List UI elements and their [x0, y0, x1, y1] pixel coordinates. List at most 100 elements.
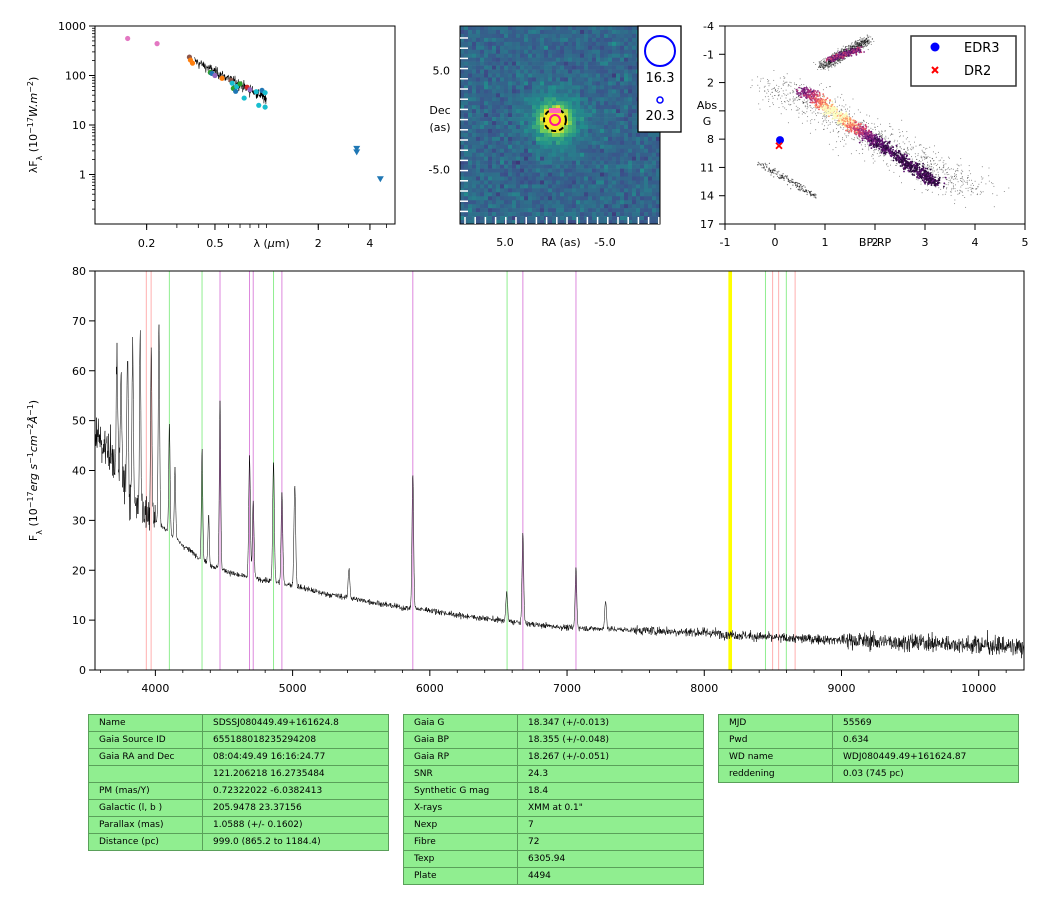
image-pixel — [468, 81, 473, 86]
image-pixel — [560, 132, 565, 138]
hrd-density-dot — [796, 184, 799, 186]
image-pixel — [520, 77, 525, 82]
image-pixel — [552, 81, 557, 86]
image-pixel — [572, 196, 577, 201]
image-pixel — [528, 97, 533, 102]
hrd-density-dot — [847, 46, 849, 48]
image-pixel — [520, 180, 525, 185]
image-pixel — [540, 105, 545, 110]
image-pixel — [536, 136, 541, 142]
image-pixel — [548, 89, 553, 94]
hrd-density-dot — [859, 111, 861, 113]
image-pixel — [632, 156, 637, 161]
image-pixel — [632, 144, 637, 150]
image-pixel — [552, 180, 557, 185]
image-pixel — [484, 192, 489, 197]
hrd-density-dot — [786, 81, 788, 83]
hrd-density-dot — [956, 169, 958, 171]
image-ylabel-line1: Dec — [429, 104, 450, 117]
image-pixel — [580, 136, 585, 142]
image-pixel — [572, 176, 577, 181]
image-pixel — [500, 168, 505, 173]
hrd-density-dot — [954, 178, 956, 180]
image-pixel — [564, 204, 569, 209]
hrd-density-dot — [833, 53, 835, 55]
hrd-density-dot — [815, 196, 817, 198]
image-pixel — [568, 204, 573, 209]
hrd-density-dot — [804, 106, 806, 108]
image-pixel — [584, 220, 589, 225]
image-pixel — [560, 85, 565, 90]
image-pixel — [576, 113, 581, 118]
image-pixel — [496, 196, 501, 201]
image-pixel — [600, 125, 605, 130]
image-pixel — [480, 188, 485, 193]
image-pixel — [472, 26, 477, 31]
image-pixel — [580, 132, 585, 138]
image-pixel — [656, 180, 661, 185]
hrd-density-dot — [894, 139, 896, 141]
image-pixel — [464, 93, 469, 98]
image-pixel — [528, 41, 533, 47]
hrd-density-dot — [813, 111, 815, 113]
image-pixel — [560, 49, 565, 55]
hrd-density-dot — [822, 68, 824, 70]
image-pixel — [492, 168, 497, 173]
image-pixel — [640, 176, 645, 181]
image-pixel — [656, 208, 661, 213]
image-pixel — [556, 188, 561, 193]
image-pixel — [488, 89, 493, 94]
hrd-density-dot — [778, 95, 780, 97]
image-pixel — [496, 26, 501, 31]
hrd-density-dot — [835, 123, 837, 125]
image-pixel — [508, 132, 513, 138]
hrd-density-dot — [846, 136, 847, 138]
hrd-density-dot — [797, 185, 799, 187]
hrd-density-dot — [826, 97, 829, 99]
image-pixel — [488, 73, 493, 78]
image-pixel — [596, 45, 601, 51]
hrd-density-dot — [836, 51, 839, 53]
image-pixel — [652, 216, 657, 221]
image-pixel — [544, 89, 549, 94]
image-pixel — [632, 212, 637, 217]
image-pixel — [564, 125, 569, 130]
image-pixel — [540, 29, 545, 35]
hrd-density-dot — [769, 106, 771, 108]
image-pixel — [484, 125, 489, 130]
hrd-density-dot — [773, 79, 775, 81]
hrd-density-dot — [799, 99, 801, 100]
image-pixel — [568, 33, 573, 39]
hrd-density-dot — [857, 44, 859, 46]
image-pixel — [520, 136, 525, 142]
image-pixel — [480, 109, 485, 114]
image-pixel — [648, 196, 653, 201]
hrd-density-dot — [825, 65, 827, 68]
image-pixel — [492, 113, 497, 118]
image-pixel — [484, 29, 489, 35]
hrd-density-dot — [913, 161, 915, 163]
hrd-density-dot — [783, 176, 786, 178]
hrd-density-dot — [889, 134, 891, 136]
hrd-density-dot — [789, 98, 791, 100]
image-pixel — [560, 188, 565, 193]
image-pixel — [524, 125, 529, 130]
image-pixel — [528, 212, 533, 217]
hrd-density-dot — [864, 160, 866, 162]
hrd-density-dot — [918, 144, 920, 146]
image-pixel — [500, 184, 505, 189]
image-pixel — [576, 89, 581, 94]
hrd-density-dot — [794, 88, 796, 90]
image-pixel — [480, 105, 485, 110]
image-pixel — [624, 93, 629, 98]
image-pixel — [612, 113, 617, 118]
image-pixel — [572, 160, 577, 165]
image-pixel — [620, 156, 625, 161]
image-pixel — [524, 65, 529, 70]
image-pixel — [592, 113, 597, 118]
image-pixel — [496, 29, 501, 35]
hrd-density-dot — [806, 108, 808, 110]
hrd-density-dot — [757, 164, 759, 166]
image-pixel — [536, 156, 541, 161]
hrd-density-dot — [802, 189, 805, 191]
